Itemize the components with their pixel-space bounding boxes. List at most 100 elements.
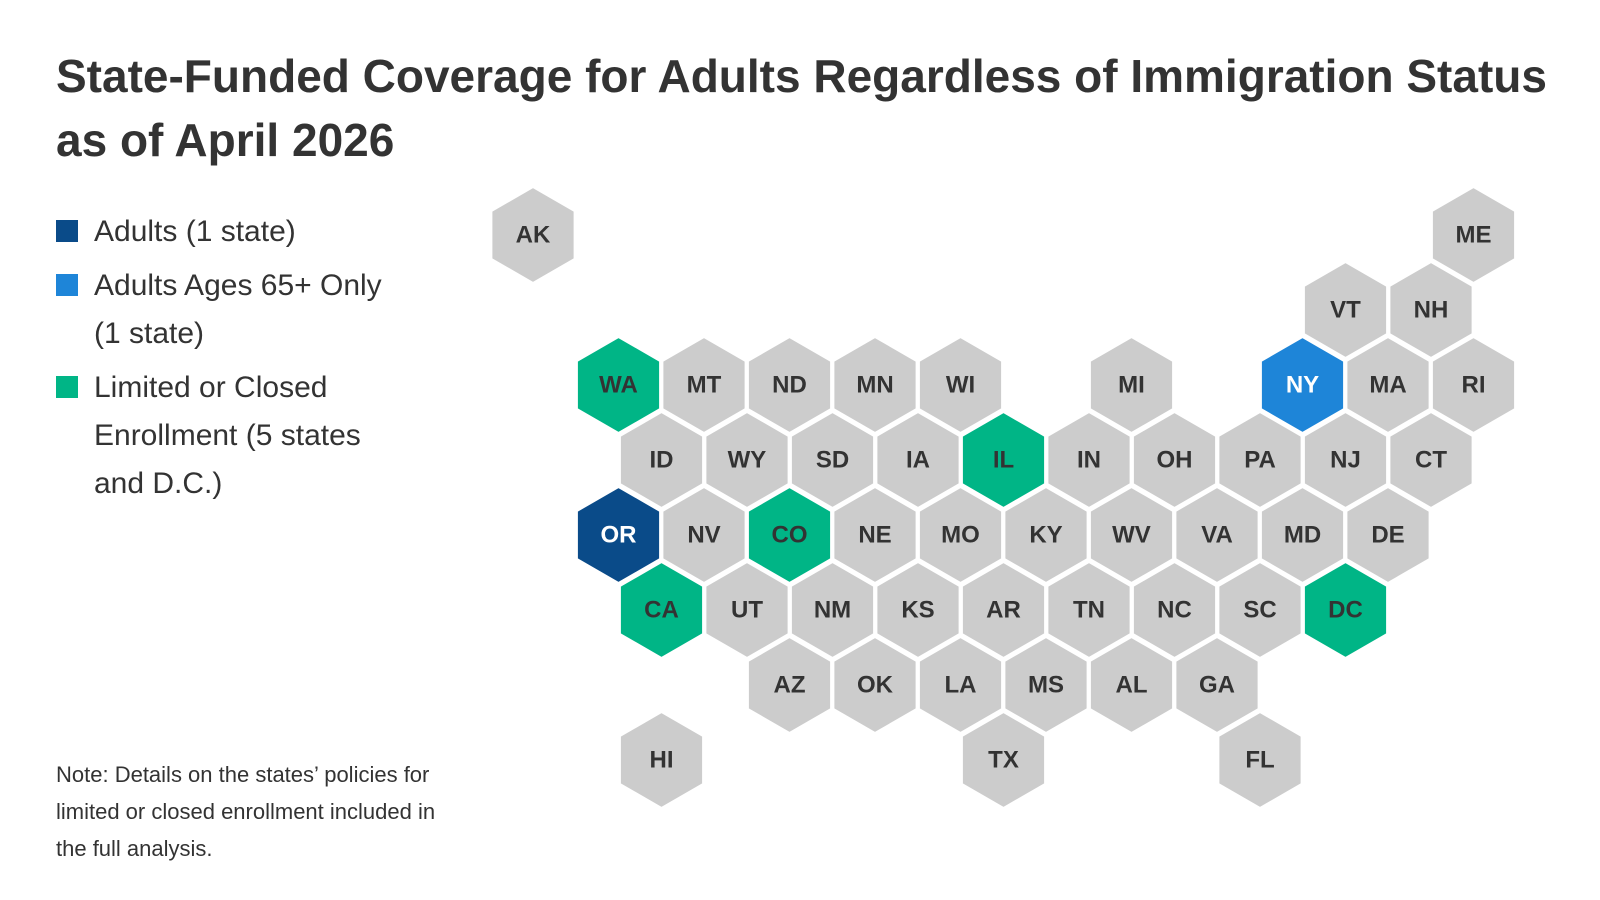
state-hex-mt [661, 335, 747, 435]
state-tile-me: ME [1430, 185, 1517, 285]
state-label-ar: AR [986, 596, 1021, 623]
state-tile-mo: MO [917, 485, 1004, 585]
state-tile-ri: RI [1430, 335, 1517, 435]
state-label-nd: ND [772, 371, 807, 398]
state-hex-or [575, 485, 662, 585]
state-label-la: LA [945, 671, 977, 698]
state-hex-nd [746, 335, 833, 435]
state-label-ca: CA [644, 596, 679, 623]
state-tile-vt: VT [1302, 260, 1389, 360]
chart-title: State-Funded Coverage for Adults Regardl… [56, 50, 1547, 166]
state-label-ia: IA [906, 446, 930, 473]
state-tile-ky: KY [1003, 485, 1089, 585]
state-hex-nv [661, 485, 747, 585]
state-hex-nh [1388, 260, 1474, 360]
state-tile-tn: TN [1046, 560, 1132, 660]
state-hex-me [1430, 185, 1517, 285]
state-tile-ne: NE [832, 485, 918, 585]
state-hex-ri [1430, 335, 1517, 435]
state-tile-wa: WA [575, 335, 662, 435]
state-label-ky: KY [1029, 521, 1062, 548]
state-label-oh: OH [1157, 446, 1193, 473]
state-tile-mi: MI [1088, 335, 1175, 435]
state-tile-wv: WV [1088, 485, 1175, 585]
state-tile-nj: NJ [1302, 410, 1389, 510]
state-label-hi: HI [650, 746, 674, 773]
state-hex-wi [917, 335, 1004, 435]
state-hex-co [746, 485, 833, 585]
state-tile-ca: CA [618, 560, 705, 660]
state-label-ks: KS [901, 596, 934, 623]
state-hex-ks [875, 560, 961, 660]
state-label-sd: SD [816, 446, 849, 473]
state-tile-nc: NC [1131, 560, 1218, 660]
legend-swatch-seniors [56, 274, 78, 296]
state-tile-md: MD [1259, 485, 1346, 585]
state-label-ct: CT [1415, 446, 1447, 473]
state-hex-md [1259, 485, 1346, 585]
state-hex-ga [1174, 635, 1260, 735]
state-hex-ia [875, 410, 961, 510]
state-tile-ok: OK [832, 635, 918, 735]
state-label-wv: WV [1112, 521, 1151, 548]
legend-label-limited: Limited or Closed Enrollment (5 states a… [94, 371, 361, 500]
state-label-ga: GA [1199, 671, 1235, 698]
state-tile-de: DE [1345, 485, 1431, 585]
state-label-ma: MA [1369, 371, 1406, 398]
state-hex-la [917, 635, 1004, 735]
state-tile-fl: FL [1217, 710, 1303, 810]
state-label-mo: MO [941, 521, 980, 548]
state-tile-az: AZ [746, 635, 833, 735]
state-tile-ks: KS [875, 560, 961, 660]
state-label-nj: NJ [1330, 446, 1361, 473]
state-hex-vt [1302, 260, 1389, 360]
legend-item-limited: Limited or Closed Enrollment (5 states a… [56, 364, 396, 508]
state-hex-tx [960, 710, 1047, 810]
state-hex-mn [832, 335, 918, 435]
state-hex-nc [1131, 560, 1218, 660]
state-label-nh: NH [1414, 296, 1449, 323]
state-hex-va [1174, 485, 1260, 585]
state-label-tx: TX [988, 746, 1019, 773]
state-tile-nm: NM [789, 560, 876, 660]
state-tile-nv: NV [661, 485, 747, 585]
state-hex-wa [575, 335, 662, 435]
state-hex-ne [832, 485, 918, 585]
state-hex-nj [1302, 410, 1389, 510]
state-label-tn: TN [1073, 596, 1105, 623]
state-label-vt: VT [1330, 296, 1361, 323]
legend-item-seniors: Adults Ages 65+ Only (1 state) [56, 262, 396, 358]
state-label-or: OR [601, 521, 637, 548]
state-hex-ak [490, 185, 576, 285]
state-label-nm: NM [814, 596, 851, 623]
state-label-me: ME [1456, 221, 1492, 248]
legend: Adults (1 state) Adults Ages 65+ Only (1… [56, 208, 396, 514]
state-tile-tx: TX [960, 710, 1047, 810]
state-tile-wi: WI [917, 335, 1004, 435]
state-tile-ia: IA [875, 410, 961, 510]
state-label-in: IN [1077, 446, 1101, 473]
state-label-wi: WI [946, 371, 975, 398]
state-tile-hi: HI [618, 710, 705, 810]
state-hex-ut [704, 560, 790, 660]
state-tile-mn: MN [832, 335, 918, 435]
state-hex-oh [1131, 410, 1218, 510]
state-hex-ma [1345, 335, 1431, 435]
state-hex-sd [789, 410, 876, 510]
state-hex-dc [1302, 560, 1389, 660]
state-label-ut: UT [731, 596, 763, 623]
legend-label-adults: Adults (1 state) [94, 215, 296, 248]
state-label-sc: SC [1243, 596, 1276, 623]
state-hex-ct [1388, 410, 1474, 510]
state-label-de: DE [1371, 521, 1404, 548]
state-label-mt: MT [687, 371, 722, 398]
state-tile-al: AL [1088, 635, 1175, 735]
state-tile-mt: MT [661, 335, 747, 435]
state-label-ak: AK [516, 221, 551, 248]
state-hex-mi [1088, 335, 1175, 435]
state-hex-ok [832, 635, 918, 735]
state-tile-dc: DC [1302, 560, 1389, 660]
state-label-ne: NE [858, 521, 891, 548]
state-label-dc: DC [1328, 596, 1363, 623]
